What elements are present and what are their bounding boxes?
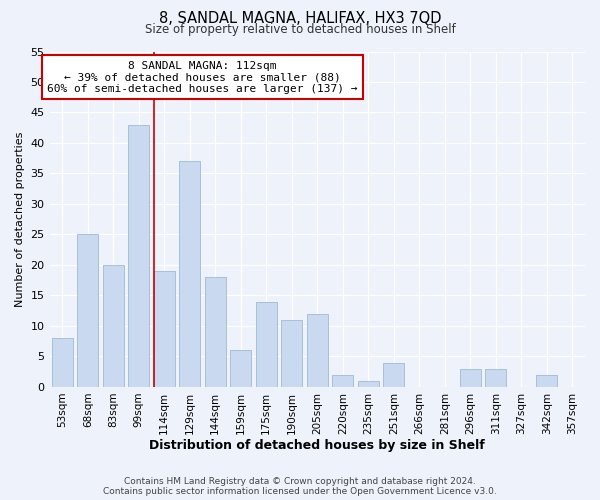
- Bar: [230, 350, 251, 387]
- Bar: [179, 162, 200, 387]
- Bar: [205, 277, 226, 387]
- Text: 8 SANDAL MAGNA: 112sqm
← 39% of detached houses are smaller (88)
60% of semi-det: 8 SANDAL MAGNA: 112sqm ← 39% of detached…: [47, 60, 358, 94]
- Bar: [307, 314, 328, 387]
- Text: 8, SANDAL MAGNA, HALIFAX, HX3 7QD: 8, SANDAL MAGNA, HALIFAX, HX3 7QD: [159, 11, 441, 26]
- Bar: [383, 362, 404, 387]
- Bar: [52, 338, 73, 387]
- X-axis label: Distribution of detached houses by size in Shelf: Distribution of detached houses by size …: [149, 440, 485, 452]
- Text: Size of property relative to detached houses in Shelf: Size of property relative to detached ho…: [145, 22, 455, 36]
- Bar: [358, 381, 379, 387]
- Bar: [460, 368, 481, 387]
- Bar: [154, 271, 175, 387]
- Bar: [485, 368, 506, 387]
- Bar: [536, 375, 557, 387]
- Y-axis label: Number of detached properties: Number of detached properties: [15, 132, 25, 307]
- Text: Contains HM Land Registry data © Crown copyright and database right 2024.
Contai: Contains HM Land Registry data © Crown c…: [103, 476, 497, 496]
- Bar: [103, 265, 124, 387]
- Bar: [332, 375, 353, 387]
- Bar: [256, 302, 277, 387]
- Bar: [77, 234, 98, 387]
- Bar: [128, 124, 149, 387]
- Bar: [281, 320, 302, 387]
